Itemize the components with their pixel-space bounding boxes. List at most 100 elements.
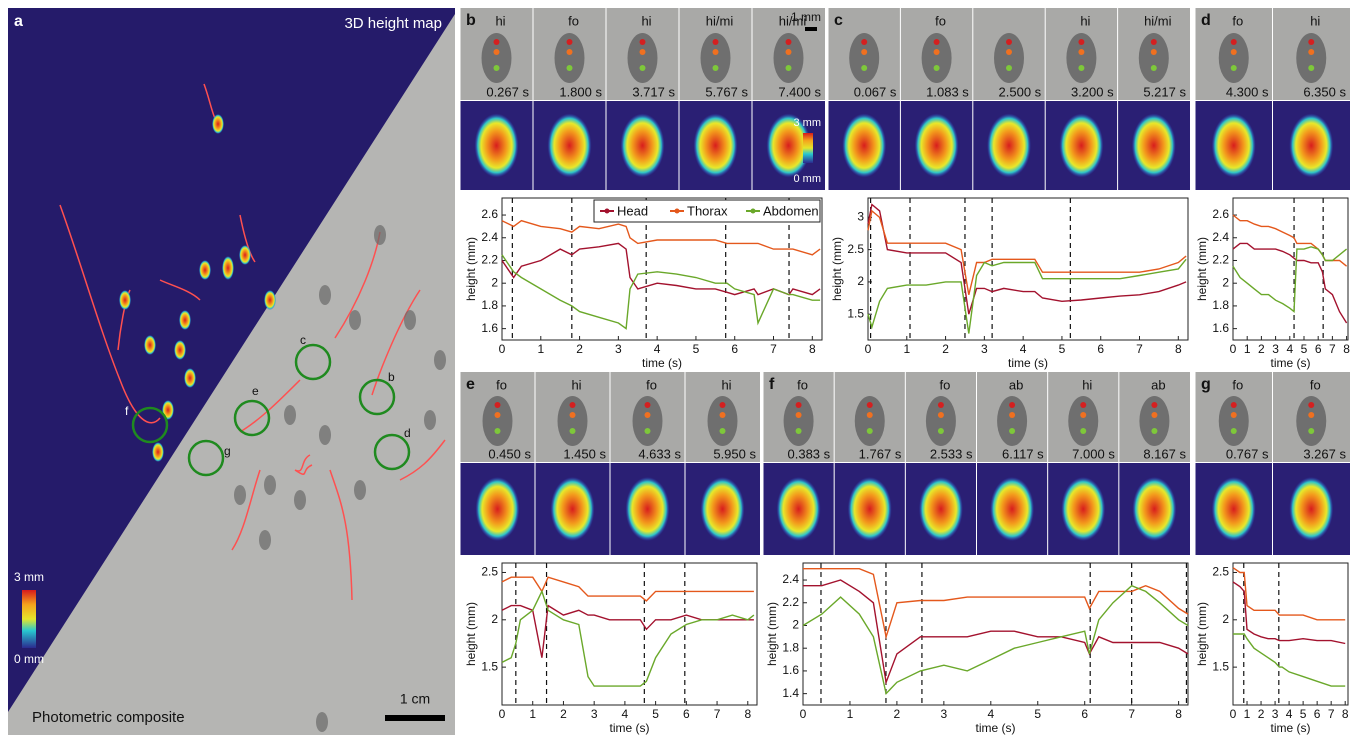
thorax-dot	[1080, 412, 1086, 418]
x-tick-label: 7	[1128, 707, 1135, 721]
x-tick-label: 6	[1081, 707, 1088, 721]
frame-time: 5.767 s	[705, 84, 748, 99]
y-tick-label: 1.5	[847, 306, 864, 320]
x-axis-title: time (s)	[610, 721, 650, 735]
x-tick-label: 2	[894, 707, 901, 721]
fly-height	[1289, 477, 1333, 541]
x-tick-label: 0	[800, 707, 807, 721]
abdomen-dot	[1009, 428, 1015, 434]
x-tick-label: 4	[1286, 707, 1293, 721]
y-tick-label: 1.5	[1212, 659, 1229, 673]
x-tick-label: 8	[1175, 342, 1182, 356]
colorbar-label: 3 mm	[14, 570, 44, 584]
behavior-label: fo	[1232, 13, 1243, 28]
x-tick-label: 2	[576, 342, 583, 356]
x-tick-label: 4	[622, 707, 629, 721]
panel-label: b	[466, 12, 476, 29]
thorax-dot	[796, 412, 802, 418]
marker-label: e	[252, 384, 259, 398]
x-tick-label: 5	[1301, 342, 1308, 356]
x-tick-label: 6	[731, 342, 738, 356]
x-tick-label: 3	[941, 707, 948, 721]
y-axis-title: height (mm)	[765, 602, 779, 666]
head-dot	[934, 39, 940, 45]
x-axis-title: time (s)	[1271, 356, 1311, 370]
y-tick-label: 2	[1222, 275, 1229, 289]
head-dot	[645, 402, 651, 408]
behavior-label: hi	[495, 13, 505, 28]
fly-height	[476, 477, 520, 541]
legend-dot	[605, 209, 610, 214]
head-dot	[567, 39, 573, 45]
x-tick-label: 0	[1230, 342, 1237, 356]
y-tick-label: 1.8	[1212, 298, 1229, 312]
fly-height	[1061, 477, 1105, 541]
abdomen-dot	[1308, 428, 1314, 434]
x-tick-label: 4	[1020, 342, 1027, 356]
panel: 0.383 sfo1.767 s2.533 sfo6.117 sab7.000 …	[763, 372, 1190, 735]
fly-height	[1212, 114, 1256, 178]
x-tick-label: 2	[942, 342, 949, 356]
x-tick-label: 1	[1244, 342, 1251, 356]
abdomen-dot	[713, 65, 719, 71]
fly-height	[919, 477, 963, 541]
x-tick-label: 1	[529, 707, 536, 721]
x-tick-label: 1	[537, 342, 544, 356]
y-tick-label: 2.5	[1212, 565, 1229, 579]
abdomen-dot	[640, 65, 646, 71]
marker-label: c	[300, 333, 306, 347]
frame-time: 4.633 s	[638, 446, 681, 461]
frame-time: 5.217 s	[1143, 84, 1186, 99]
fly-height	[842, 114, 886, 178]
thorax-dot	[1078, 49, 1084, 55]
head-dot	[570, 402, 576, 408]
behavior-label: fo	[939, 377, 950, 392]
frame-time: 2.500 s	[999, 84, 1042, 99]
panel: 4.300 sfo6.350 shid1.61.822.22.42.601234…	[1195, 8, 1350, 370]
thorax-dot	[1308, 412, 1314, 418]
x-tick-label: 4	[987, 707, 994, 721]
x-tick-label: 8	[744, 707, 751, 721]
behavior-label: fo	[1310, 377, 1321, 392]
thorax-dot	[934, 49, 940, 55]
head-dot	[1080, 402, 1086, 408]
panel: 0.767 sfo3.267 sfog1.522.5012345678time …	[1195, 372, 1350, 735]
head-dot	[938, 402, 944, 408]
fly-height	[551, 477, 595, 541]
y-tick-label: 2	[1222, 612, 1229, 626]
figure: c e b g d f a 3D height map Photometric …	[0, 0, 1350, 737]
y-tick-label: 3	[857, 210, 864, 224]
frame-time: 3.267 s	[1303, 446, 1346, 461]
x-tick-label: 5	[693, 342, 700, 356]
y-tick-label: 2.6	[481, 207, 498, 221]
x-axis-title: time (s)	[1008, 356, 1048, 370]
frame-time: 3.200 s	[1071, 84, 1114, 99]
head-dot	[1151, 402, 1157, 408]
y-axis-title: height (mm)	[464, 602, 478, 666]
behavior-label: ab	[1009, 377, 1023, 392]
frame-time: 5.950 s	[713, 446, 756, 461]
x-tick-label: 3	[615, 342, 622, 356]
panel-label: d	[1201, 12, 1211, 29]
head-dot	[1308, 402, 1314, 408]
behavior-label: hi/mi	[706, 13, 734, 28]
scale-bar-label: 1 cm	[400, 691, 430, 707]
x-tick-label: 5	[1300, 707, 1307, 721]
plot-frame	[868, 198, 1188, 340]
fly-height	[475, 114, 519, 178]
frame-time: 3.717 s	[632, 84, 675, 99]
fly-height	[621, 114, 665, 178]
legend-label: Abdomen	[763, 203, 819, 218]
x-tick-label: 1	[847, 707, 854, 721]
y-tick-label: 1.6	[782, 663, 799, 677]
behavior-label: hi	[571, 377, 581, 392]
abdomen-dot	[720, 428, 726, 434]
plot-frame	[1233, 198, 1348, 340]
thorax-dot	[640, 49, 646, 55]
y-axis-title: height (mm)	[464, 237, 478, 301]
legend-label: Head	[617, 203, 648, 218]
thorax-dot	[494, 49, 500, 55]
thorax-dot	[1009, 412, 1015, 418]
y-tick-label: 2.5	[847, 242, 864, 256]
frame-time: 0.267 s	[486, 84, 529, 99]
